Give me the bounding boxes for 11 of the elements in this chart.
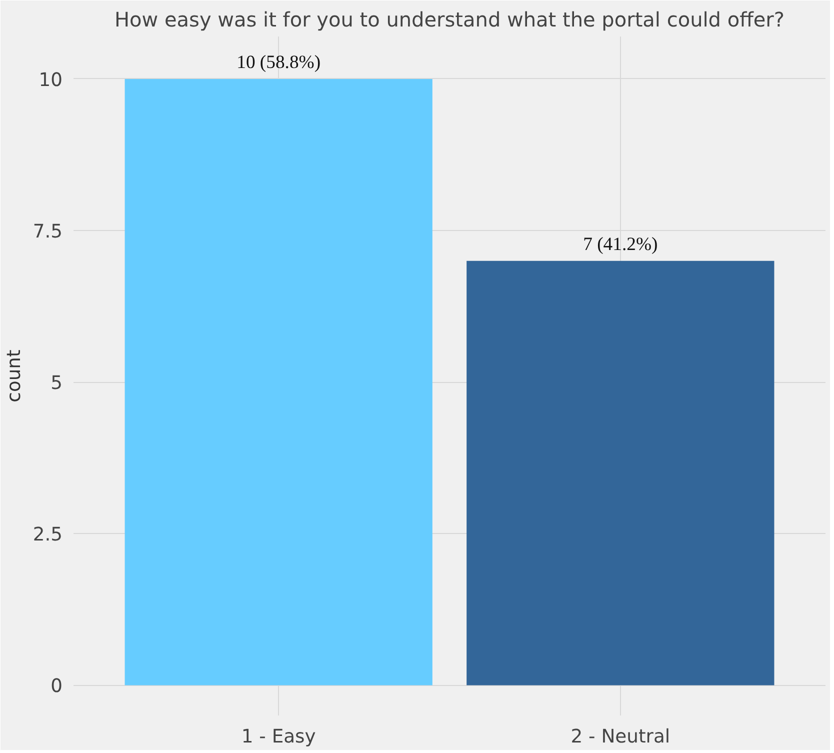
y-tick-label: 7.5 [32, 222, 62, 242]
y-tick-label: 2.5 [32, 524, 62, 546]
data-label: 7 (41.2%) [583, 234, 658, 255]
x-tick-label: 1 - Easy [241, 726, 316, 748]
y-tick-label: 10 [38, 70, 63, 91]
y-axis-title: count [4, 350, 25, 402]
y-tick-label: 5 [50, 373, 63, 394]
y-tick-label: 0 [50, 676, 63, 698]
x-tick-label: 2 - Neutral [570, 726, 670, 748]
chart-title: How easy was it for you to understand what the portal could offer? [114, 8, 785, 32]
data-label: 10 (58.8%) [236, 52, 321, 73]
